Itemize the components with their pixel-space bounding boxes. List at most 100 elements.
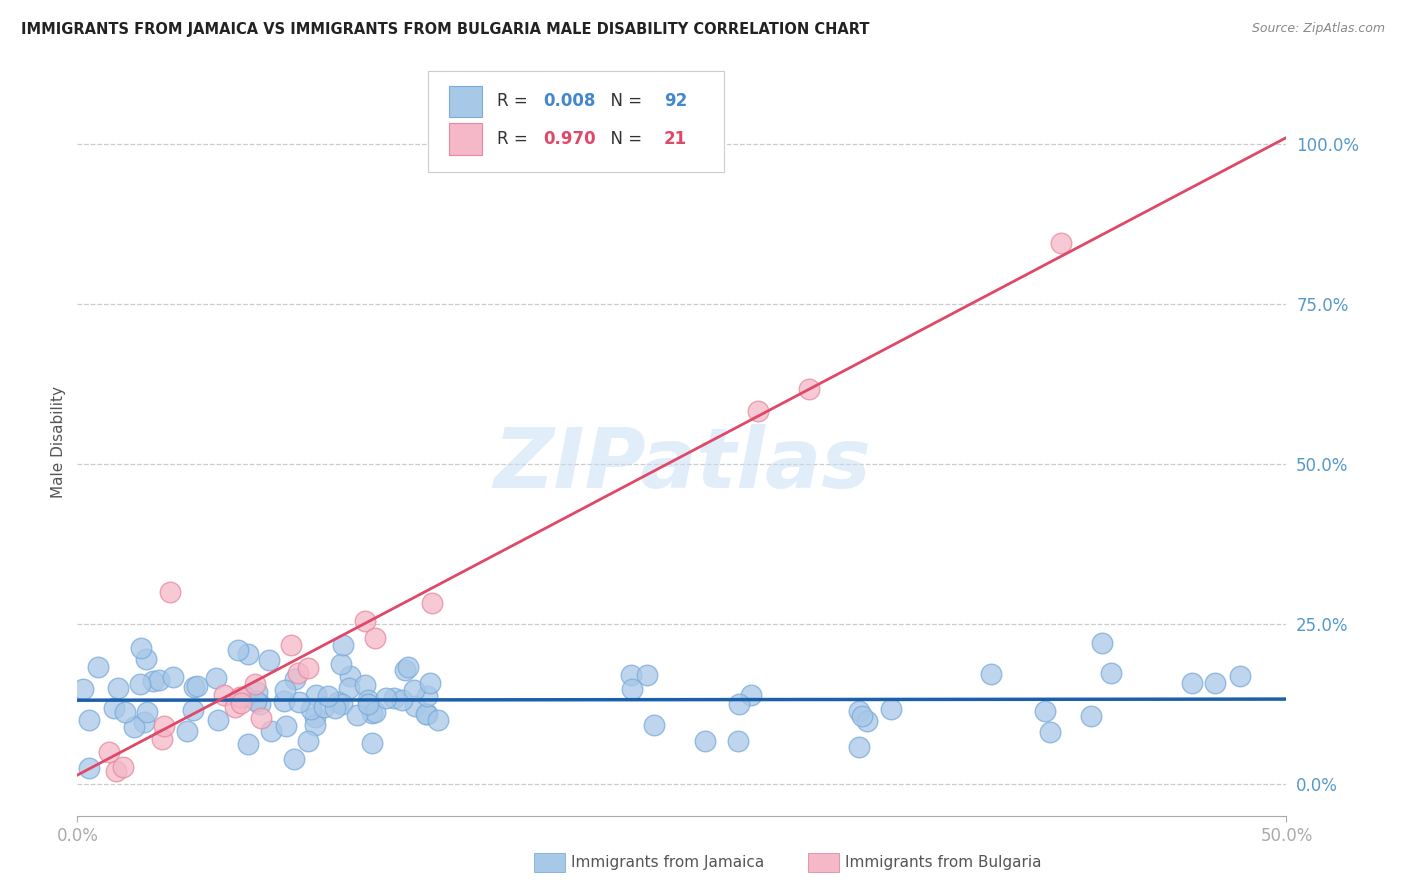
Point [150, 732, 173, 747]
Point [186, 679, 208, 693]
Y-axis label: Male Disability: Male Disability [51, 385, 66, 498]
Point [337, 681, 360, 695]
Point [416, 689, 439, 703]
Point [304, 710, 326, 724]
Point [97, 745, 120, 759]
Point [360, 706, 382, 721]
Point [233, 690, 256, 704]
Point [394, 663, 416, 677]
Point [87, 660, 110, 674]
Point [1039, 725, 1062, 739]
Point [636, 668, 658, 682]
Point [132, 714, 155, 729]
Point [332, 638, 354, 652]
Point [848, 704, 870, 718]
Point [374, 690, 396, 705]
Text: R =: R = [496, 130, 533, 148]
Point [183, 703, 205, 717]
Point [224, 700, 246, 714]
Point [325, 701, 347, 715]
Point [339, 669, 361, 683]
Point [297, 660, 319, 674]
Text: 92: 92 [664, 93, 688, 111]
Point [426, 714, 449, 728]
Point [288, 695, 311, 709]
Point [212, 688, 235, 702]
Point [329, 657, 352, 671]
Point [107, 681, 129, 695]
Text: ZIPatlas: ZIPatlas [494, 424, 870, 505]
Point [183, 680, 205, 694]
Point [246, 685, 269, 699]
Point [72, 682, 94, 697]
Point [396, 660, 419, 674]
Text: IMMIGRANTS FROM JAMAICA VS IMMIGRANTS FROM BULGARIA MALE DISABILITY CORRELATION : IMMIGRANTS FROM JAMAICA VS IMMIGRANTS FR… [21, 22, 869, 37]
Point [799, 382, 821, 396]
Point [855, 714, 877, 728]
Point [416, 706, 439, 721]
Point [142, 673, 165, 688]
Point [357, 692, 380, 706]
Point [1204, 675, 1226, 690]
Point [353, 678, 375, 692]
Point [382, 691, 405, 706]
Point [346, 708, 368, 723]
Text: N =: N = [600, 93, 647, 111]
Text: 21: 21 [664, 130, 688, 148]
Point [1181, 676, 1204, 690]
Point [229, 690, 252, 704]
Text: R =: R = [496, 93, 533, 111]
Point [284, 672, 307, 686]
Point [880, 701, 903, 715]
Text: 0.008: 0.008 [543, 93, 595, 111]
Point [312, 700, 335, 714]
Point [357, 697, 380, 711]
Point [980, 667, 1002, 681]
Point [111, 760, 134, 774]
Point [260, 723, 283, 738]
Text: Immigrants from Bulgaria: Immigrants from Bulgaria [845, 855, 1042, 870]
Point [404, 683, 426, 698]
Point [148, 673, 170, 687]
Point [747, 404, 769, 418]
Point [131, 640, 153, 655]
Point [176, 723, 198, 738]
Text: N =: N = [600, 130, 647, 148]
Point [419, 676, 441, 690]
Point [1091, 636, 1114, 650]
Point [848, 739, 870, 754]
Point [287, 665, 309, 680]
Point [226, 642, 249, 657]
Point [316, 689, 339, 703]
Text: Source: ZipAtlas.com: Source: ZipAtlas.com [1251, 22, 1385, 36]
Point [122, 720, 145, 734]
Point [159, 585, 181, 599]
Point [280, 638, 302, 652]
Point [105, 764, 128, 779]
Point [273, 694, 295, 708]
Point [851, 709, 873, 723]
Point [136, 705, 159, 719]
Point [114, 705, 136, 719]
Point [328, 695, 350, 709]
Point [1099, 665, 1122, 680]
Point [620, 682, 643, 697]
Point [229, 696, 252, 710]
Point [238, 647, 260, 661]
Point [330, 698, 353, 712]
Point [1033, 704, 1056, 718]
Point [364, 631, 387, 645]
Point [238, 737, 260, 751]
Point [153, 719, 176, 733]
Point [283, 751, 305, 765]
Point [77, 713, 100, 727]
Point [135, 652, 157, 666]
Point [79, 761, 101, 775]
Point [404, 698, 426, 713]
Point [245, 694, 267, 708]
Point [162, 670, 184, 684]
Point [620, 668, 643, 682]
FancyBboxPatch shape [449, 86, 482, 117]
Text: 0.970: 0.970 [543, 130, 596, 148]
Point [273, 682, 295, 697]
